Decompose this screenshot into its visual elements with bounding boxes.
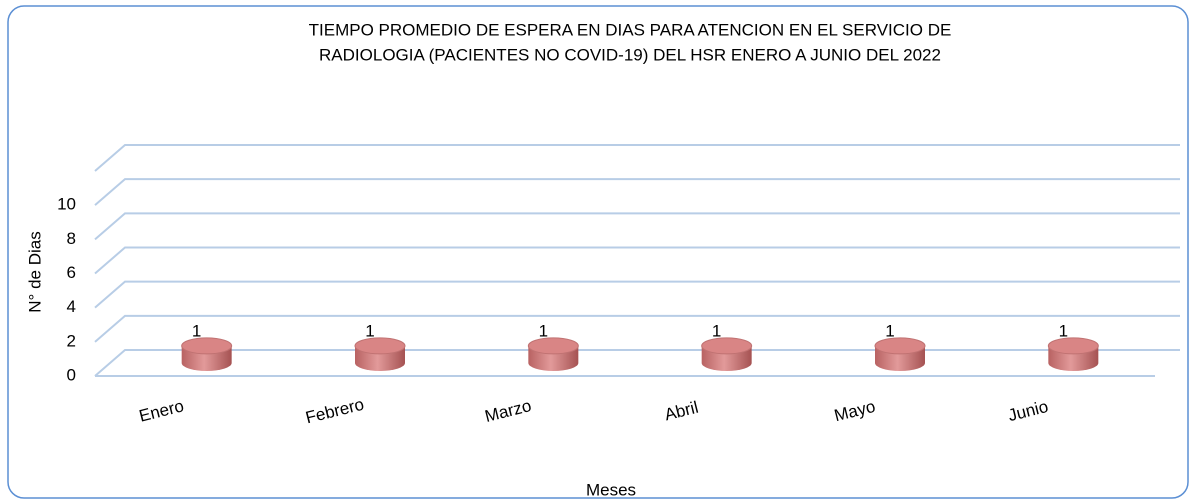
chart-title: TIEMPO PROMEDIO DE ESPERA EN DIAS PARA A… <box>309 20 952 39</box>
y-axis-title: N° de Dias <box>25 231 44 312</box>
bar-top <box>874 337 926 355</box>
bar <box>527 337 579 371</box>
y-tick-label: 2 <box>67 331 76 350</box>
grid-line <box>94 144 1180 172</box>
grid-line <box>94 178 1180 206</box>
y-tick-label: 6 <box>67 263 76 282</box>
chart-title: RADIOLOGIA (PACIENTES NO COVID-19) DEL H… <box>319 45 941 64</box>
bar <box>701 337 753 371</box>
y-tick-label: 0 <box>67 365 76 384</box>
y-tick-label: 8 <box>67 229 76 248</box>
bar <box>354 337 406 371</box>
bar <box>1047 337 1099 371</box>
value-label: 1 <box>192 321 201 340</box>
value-label: 1 <box>885 321 894 340</box>
x-axis-title: Meses <box>586 480 636 499</box>
value-label: 1 <box>539 321 548 340</box>
bar-top <box>181 337 233 355</box>
bar-top <box>527 337 579 355</box>
bar-top <box>701 337 753 355</box>
value-label: 1 <box>1059 321 1068 340</box>
grid-line <box>94 280 1180 309</box>
grid-line <box>94 314 1180 343</box>
value-label: 1 <box>712 321 721 340</box>
grid-line <box>94 246 1180 275</box>
grid-line <box>94 212 1180 241</box>
value-label: 1 <box>365 321 374 340</box>
bar-top <box>354 337 406 355</box>
bar <box>874 337 926 371</box>
y-tick-label: 4 <box>67 297 76 316</box>
y-tick-label: 10 <box>57 195 76 214</box>
bar-top <box>1047 337 1099 355</box>
floor <box>94 349 1180 377</box>
bar <box>181 337 233 371</box>
